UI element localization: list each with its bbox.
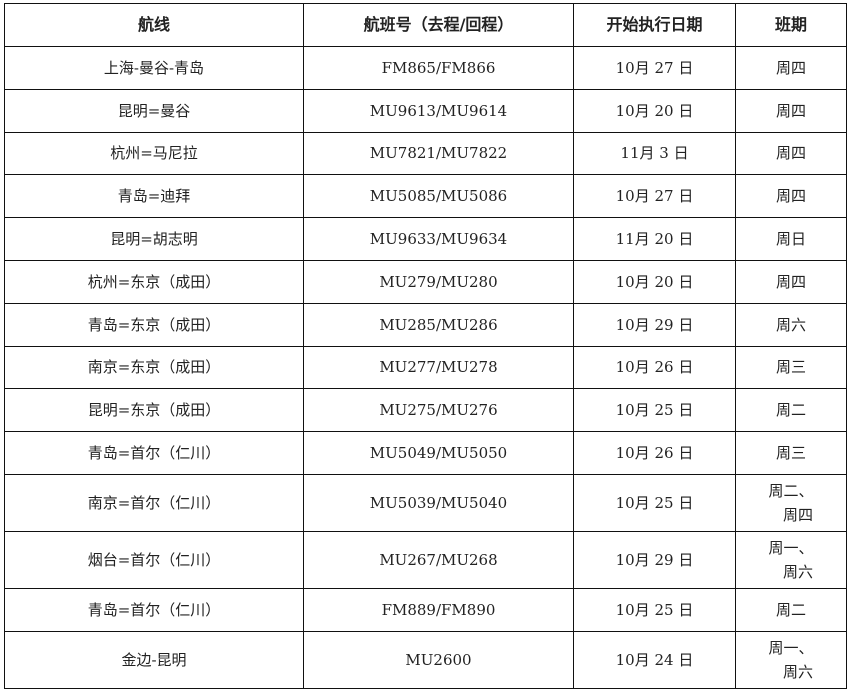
frequency-cell: 周三 [735,431,847,475]
frequency-cell: 周四 [735,131,847,176]
start-date-cell: 10月 20 日 [573,259,736,304]
frequency-text: 周四 [775,144,806,163]
start-date-cell: 10月 29 日 [573,530,736,589]
flight-number-cell: MU5049/MU5050 [303,431,574,475]
header-flight-number: 航班号（去程/回程） [303,3,574,47]
frequency-cell: 周四 [735,174,847,219]
frequency-text: 周二 [775,600,806,619]
route-cell: 杭州=东京（成田） [4,259,304,304]
flight-number-cell: MU9613/MU9614 [303,88,574,133]
route-cell: 南京=东京（成田） [4,345,304,390]
frequency-cell: 周二、周四 [735,473,847,532]
frequency-text: 周二 [775,401,806,420]
route-cell: 南京=首尔（仁川） [4,473,304,532]
flight-number-cell: MU267/MU268 [303,530,574,589]
flight-number-cell: FM865/FM866 [303,46,574,90]
table-row: 杭州=马尼拉 MU7821/MU7822 11月 3 日 周四 [4,131,847,176]
start-date-cell: 10月 25 日 [573,388,736,433]
flight-number-cell: MU5039/MU5040 [303,473,574,532]
frequency-text: 周六 [782,662,813,681]
route-cell: 青岛=迪拜 [4,174,304,219]
table-row: 烟台=首尔（仁川） MU267/MU268 10月 29 日周一、 周六 [4,530,847,589]
table-row: 青岛=首尔（仁川） FM889/FM890 10月 25 日 周二 [4,587,847,632]
flight-number-cell: MU277/MU278 [303,345,574,390]
frequency-text: 周二、 [768,481,814,500]
header-start-date: 开始执行日期 [573,3,736,47]
table-row: 南京=首尔（仁川） MU5039/MU5040 10月 25 日周二、 周四 [4,473,847,532]
frequency-text: 周四 [775,58,806,77]
flight-number-cell: MU7821/MU7822 [303,131,574,176]
route-cell: 青岛=首尔（仁川） [4,431,304,475]
frequency-cell: 周四 [735,46,847,90]
frequency-text: 周六 [782,562,813,581]
frequency-text: 周三 [775,358,806,377]
flight-number-cell: MU2600 [303,630,574,689]
route-cell: 昆明=胡志明 [4,217,304,261]
start-date-cell: 10月 27 日 [573,46,736,90]
route-cell: 金边-昆明 [4,630,304,689]
start-date-cell: 10月 26 日 [573,431,736,475]
table-row: 昆明=曼谷 MU9613/MU9614 10月 20 日 周四 [4,88,847,133]
route-cell: 青岛=东京（成田） [4,302,304,347]
frequency-cell: 周日 [735,217,847,261]
start-date-cell: 10月 25 日 [573,473,736,532]
flight-schedule-table: 航线 航班号（去程/回程） 开始执行日期 班期 上海-曼谷-青岛 FM865/FM… [4,3,847,689]
flight-number-cell: MU275/MU276 [303,388,574,433]
flight-number-cell: MU285/MU286 [303,302,574,347]
frequency-text: 周六 [775,315,806,334]
frequency-text: 周四 [775,187,806,206]
frequency-text: 周一、 [768,538,814,557]
table-row: 金边-昆明 MU2600 10月 24 日周一、 周六 [4,630,847,689]
start-date-cell: 11月 20 日 [573,217,736,261]
frequency-cell: 周四 [735,88,847,133]
frequency-cell: 周六 [735,302,847,347]
table-row: 昆明=胡志明 MU9633/MU9634 11月 20 日 周日 [4,217,847,261]
route-cell: 杭州=马尼拉 [4,131,304,176]
flight-number-cell: MU9633/MU9634 [303,217,574,261]
header-row: 航线 航班号（去程/回程） 开始执行日期 班期 [4,3,847,47]
route-cell: 烟台=首尔（仁川） [4,530,304,589]
frequency-cell: 周二 [735,388,847,433]
start-date-cell: 10月 29 日 [573,302,736,347]
start-date-cell: 10月 20 日 [573,88,736,133]
table-row: 上海-曼谷-青岛 FM865/FM866 10月 27 日 周四 [4,46,847,90]
flight-number-cell: MU5085/MU5086 [303,174,574,219]
frequency-cell: 周一、周六 [735,530,847,589]
route-cell: 昆明=曼谷 [4,88,304,133]
table-row: 昆明=东京（成田） MU275/MU276 10月 25 日 周二 [4,388,847,433]
route-cell: 昆明=东京（成田） [4,388,304,433]
header-frequency: 班期 [735,3,847,47]
frequency-text: 周四 [782,505,813,524]
frequency-text: 周日 [775,230,806,249]
table-row: 南京=东京（成田） MU277/MU278 10月 26 日 周三 [4,345,847,390]
frequency-cell: 周一、周六 [735,630,847,689]
table-row: 青岛=迪拜 MU5085/MU5086 10月 27 日 周四 [4,174,847,219]
frequency-text: 周四 [775,101,806,120]
route-cell: 青岛=首尔（仁川） [4,587,304,632]
frequency-cell: 周三 [735,345,847,390]
frequency-text: 周三 [775,444,806,463]
table-row: 杭州=东京（成田） MU279/MU280 10月 20 日 周四 [4,259,847,304]
frequency-text: 周一、 [768,638,814,657]
frequency-cell: 周二 [735,587,847,632]
flight-number-cell: MU279/MU280 [303,259,574,304]
header-route: 航线 [4,3,304,47]
start-date-cell: 10月 26 日 [573,345,736,390]
frequency-cell: 周四 [735,259,847,304]
start-date-cell: 11月 3 日 [573,131,736,176]
table-row: 青岛=东京（成田） MU285/MU286 10月 29 日 周六 [4,302,847,347]
frequency-text: 周四 [775,272,806,291]
start-date-cell: 10月 24 日 [573,630,736,689]
table-row: 青岛=首尔（仁川） MU5049/MU5050 10月 26 日 周三 [4,431,847,475]
route-cell: 上海-曼谷-青岛 [4,46,304,90]
flight-number-cell: FM889/FM890 [303,587,574,632]
start-date-cell: 10月 25 日 [573,587,736,632]
start-date-cell: 10月 27 日 [573,174,736,219]
